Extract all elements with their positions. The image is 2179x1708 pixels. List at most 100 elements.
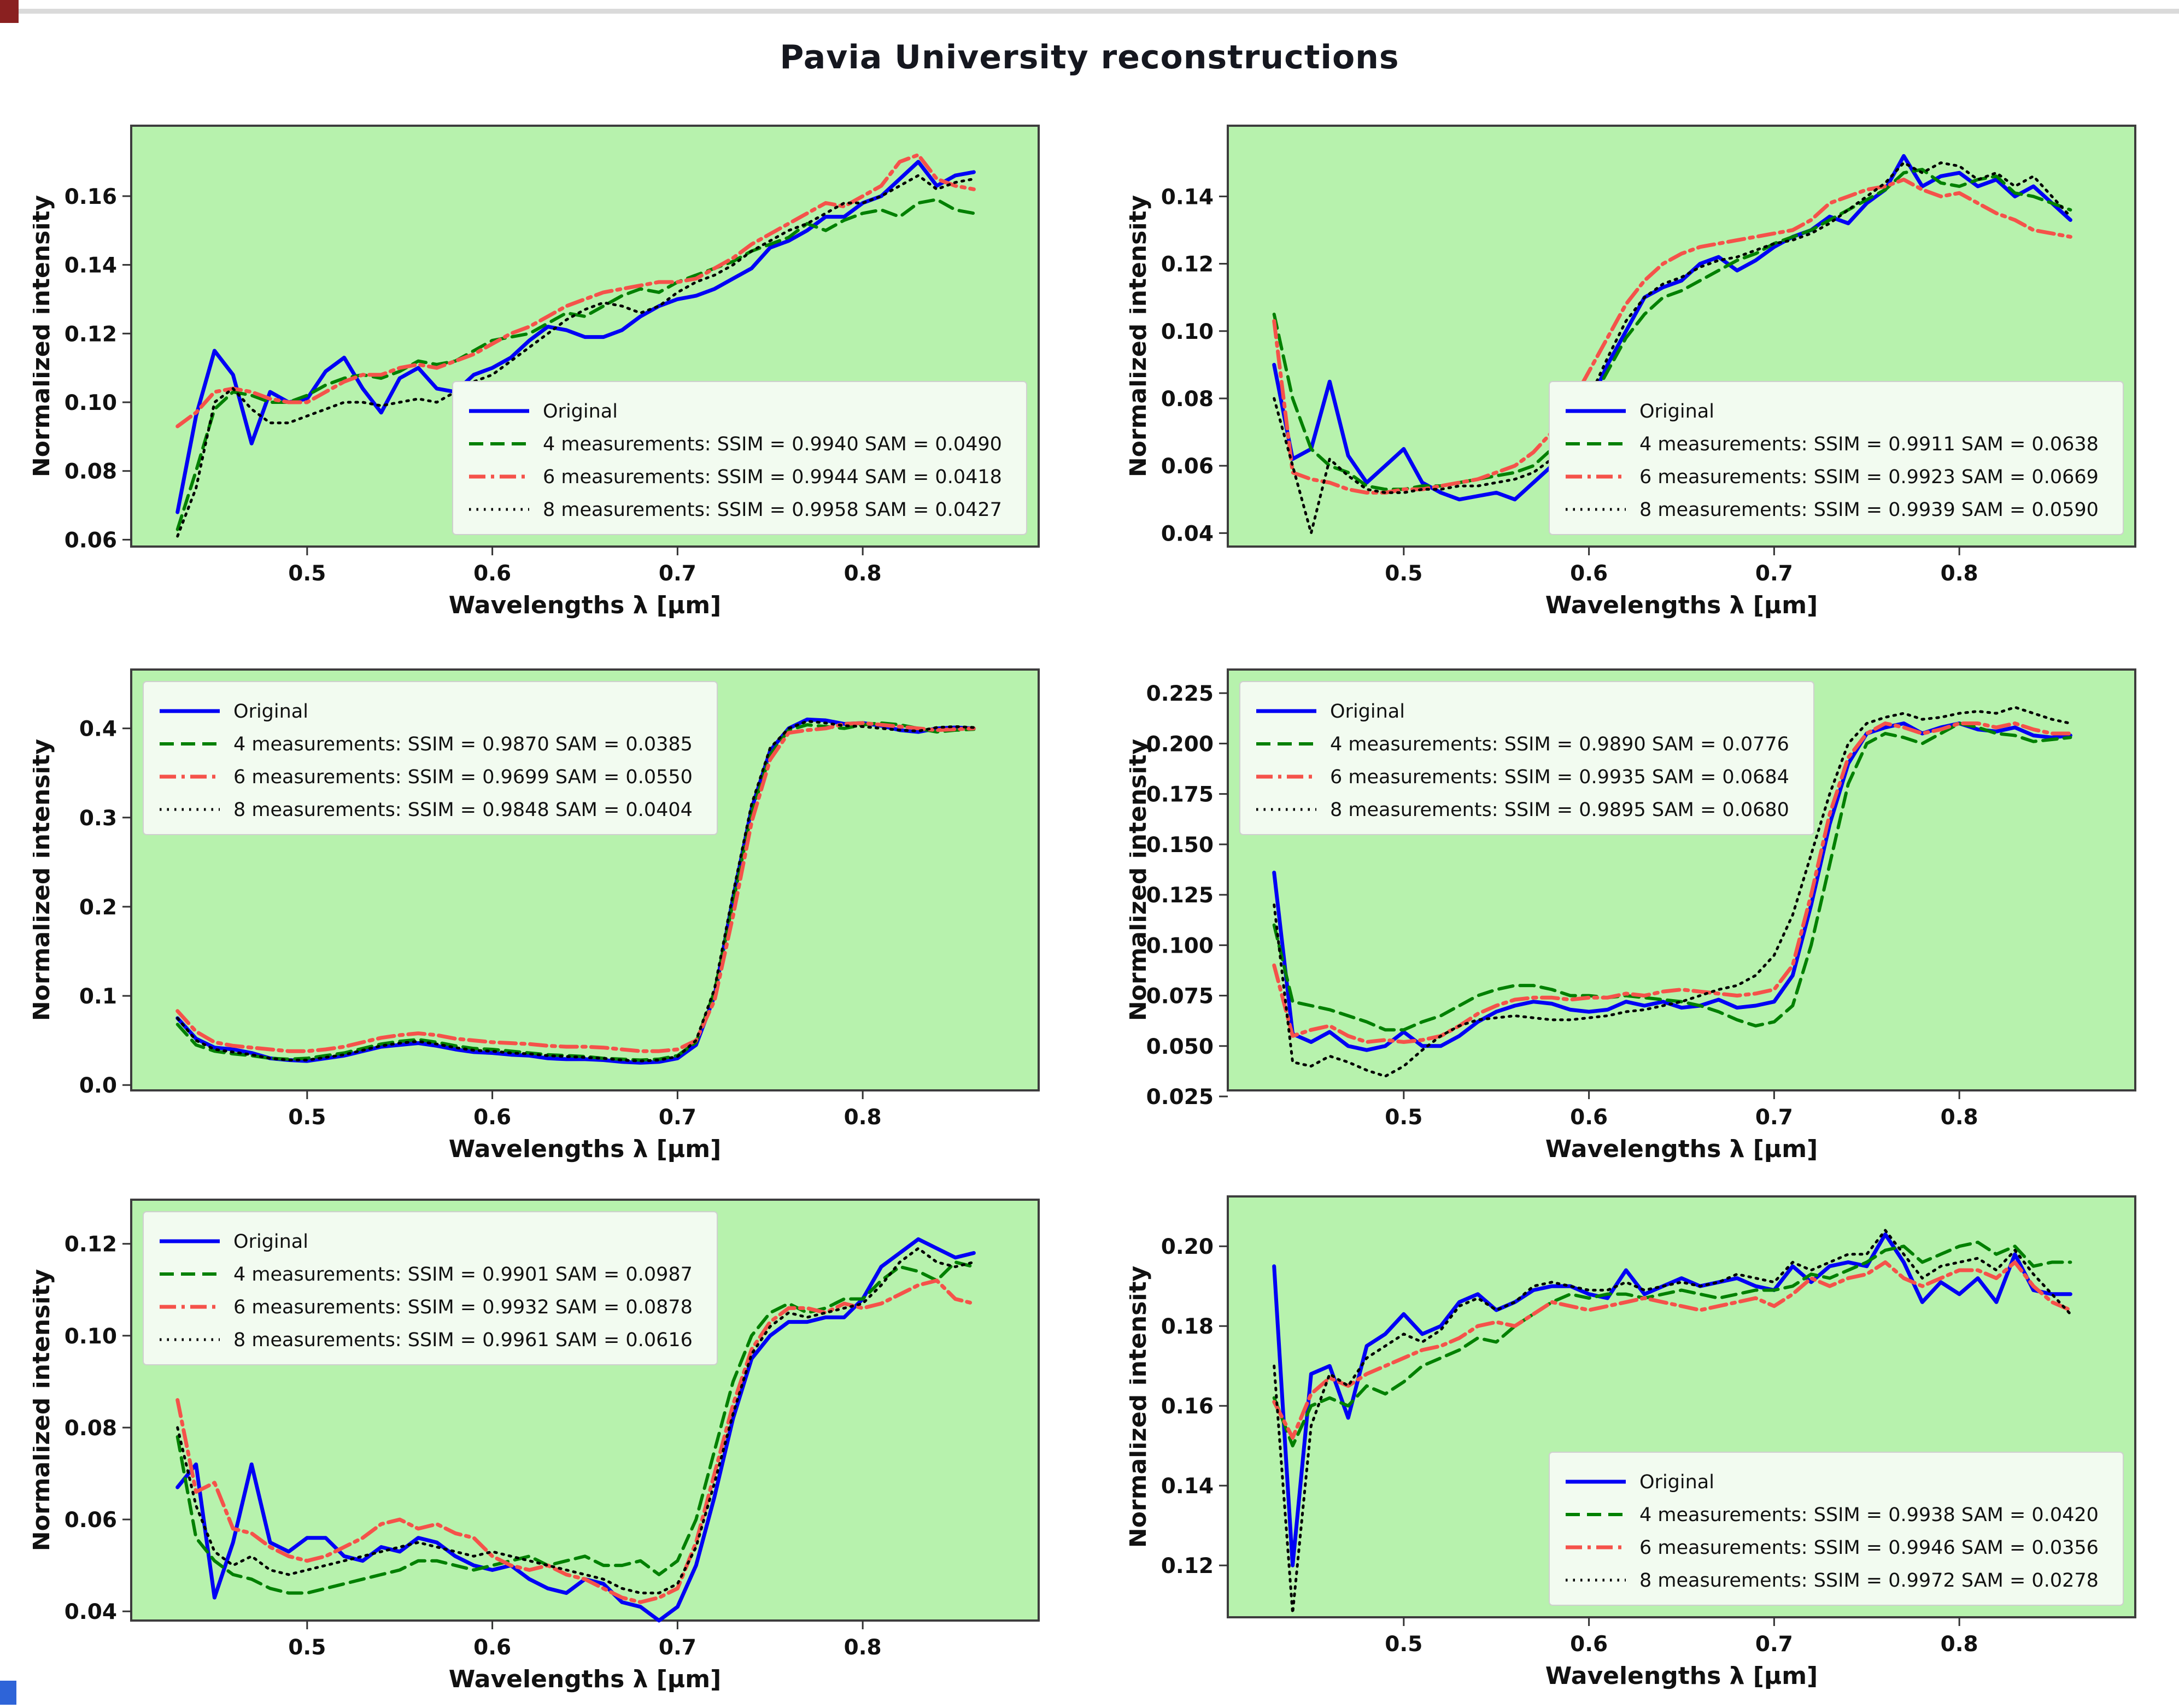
legend-entry: Original [233,1231,308,1253]
y-tick-label: 0.06 [65,528,117,553]
y-tick-label: 0.150 [1146,833,1214,858]
series-line [1273,161,2072,535]
series-line [175,160,976,514]
legend-entry: Original [543,401,618,422]
series-line [175,152,976,429]
series-line [1272,721,2072,1032]
legend-entry: Original [1330,701,1405,723]
legend-entry: 8 measurements: SSIM = 0.9895 SAM = 0.06… [1330,799,1789,821]
legend-entry: 4 measurements: SSIM = 0.9870 SAM = 0.03… [233,733,693,755]
x-axis-label: Wavelengths λ [μm] [449,1135,721,1163]
x-tick-label: 0.5 [288,561,326,586]
x-tick-label: 0.8 [844,1635,882,1660]
y-tick-label: 0.025 [1146,1085,1214,1110]
series-line [1272,721,2072,1044]
legend-entry: 8 measurements: SSIM = 0.9958 SAM = 0.04… [543,499,1002,521]
series-line [175,1278,976,1604]
x-axis-label: Wavelengths λ [μm] [449,1665,721,1693]
y-tick-label: 0.08 [1161,387,1214,412]
y-tick-label: 0.10 [65,391,117,415]
legend-box [143,681,718,835]
y-tick-label: 0.16 [1161,1394,1214,1419]
x-axis-label: Wavelengths λ [μm] [1545,1135,1818,1163]
y-tick-label: 0.14 [65,254,117,278]
series-line [175,198,976,531]
y-tick-label: 0.06 [65,1508,117,1533]
legend-entry: 4 measurements: SSIM = 0.9890 SAM = 0.07… [1330,733,1789,755]
y-tick-label: 0.200 [1146,732,1214,756]
y-tick-label: 0.18 [1161,1314,1214,1339]
subplot-bottom-right-canvas: 0.5 0.6 0.7 0.8 0.12 0.14 0.16 0.18 0.20 Waveleng… [1129,1195,2136,1690]
series-line [1273,1229,2072,1615]
legend-entry: 4 measurements: SSIM = 0.9938 SAM = 0.04… [1639,1504,2099,1526]
x-tick-label: 0.6 [1570,561,1608,586]
series-line [176,174,975,538]
y-tick-label: 0.050 [1146,1035,1214,1059]
x-tick-label: 0.6 [473,561,511,586]
y-tick-label: 0.04 [1161,521,1214,546]
subplot-middle-right-canvas: 0.5 0.6 0.7 0.8 0.025 0.050 0.075 0.100 0.125 0.1… [1129,668,2136,1163]
x-tick-label: 0.5 [1385,1632,1422,1657]
legend-entry: 8 measurements: SSIM = 0.9939 SAM = 0.05… [1639,499,2099,521]
legend-entry: 6 measurements: SSIM = 0.9923 SAM = 0.06… [1639,466,2099,488]
x-tick-label: 0.7 [1755,1632,1793,1657]
subplot-top-right-canvas: 0.5 0.6 0.7 0.8 0.04 0.06 0.08 0.10 0.12 0.14 Wave… [1129,125,2136,619]
y-tick-label: 0.175 [1146,783,1214,807]
x-tick-label: 0.7 [1755,1105,1793,1130]
legend-entry: 6 measurements: SSIM = 0.9699 SAM = 0.05… [233,766,693,788]
screen-artifact-bottom-left [0,1681,16,1705]
x-tick-label: 0.7 [659,1105,696,1130]
y-tick-label: 0.12 [65,1232,117,1257]
series-line [1272,1240,2072,1448]
y-tick-label: 0.1 [79,984,117,1009]
y-tick-label: 0.10 [65,1324,117,1349]
y-tick-label: 0.225 [1146,682,1214,706]
y-axis-label: Normalized intensity [1129,739,1152,1021]
x-tick-label: 0.8 [844,1105,882,1130]
legend-entry: 8 measurements: SSIM = 0.9961 SAM = 0.06… [233,1329,693,1351]
x-tick-label: 0.8 [1941,561,1978,586]
series-line [175,1237,976,1623]
legend-entry: Original [233,701,308,723]
y-tick-label: 0.08 [65,1416,117,1441]
series-line [175,1260,976,1595]
series-line [1273,706,2072,1078]
y-axis-label: Normalized intensity [33,195,55,477]
subplot-middle-left: 0.5 0.6 0.7 0.8 0.0 0.1 0.2 0.3 0.4 Wavelengths λ… [33,653,1050,1178]
series-line [1272,154,2072,502]
x-tick-label: 0.7 [659,1635,696,1660]
window-top-rule [0,9,2179,14]
legend-box [1239,681,1814,835]
y-tick-label: 0.06 [1161,454,1214,479]
legend-entry: 6 measurements: SSIM = 0.9935 SAM = 0.06… [1330,766,1789,788]
x-tick-label: 0.5 [1385,1105,1422,1130]
x-axis-label: Wavelengths λ [μm] [1545,1662,1818,1690]
y-tick-label: 0.14 [1161,1474,1214,1499]
y-axis-label: Normalized intensity [1129,1266,1152,1548]
figure-title: Pavia University reconstructions [780,38,1399,77]
series-line [1272,1260,2072,1440]
subplot-middle-left-canvas: 0.5 0.6 0.7 0.8 0.0 0.1 0.2 0.3 0.4 Wavelengths λ… [33,668,1040,1163]
series-line [176,720,975,1063]
x-tick-label: 0.6 [473,1105,511,1130]
subplot-top-left-canvas: 0.5 0.6 0.7 0.8 0.06 0.08 0.10 0.12 0.14 0.16 Wave… [33,125,1040,619]
x-tick-label: 0.8 [844,561,882,586]
legend-entry: Original [1639,401,1714,422]
x-tick-label: 0.8 [1941,1105,1978,1130]
legend-entry: 6 measurements: SSIM = 0.9944 SAM = 0.04… [543,466,1002,488]
y-tick-label: 0.12 [1161,253,1214,277]
y-tick-label: 0.10 [1161,320,1214,344]
subplot-top-left: 0.5 0.6 0.7 0.8 0.06 0.08 0.10 0.12 0.14 0.16 Wave… [33,109,1050,634]
series-line [1272,1232,2072,1568]
legend-entry: Original [1639,1471,1714,1493]
x-axis-label: Wavelengths λ [μm] [1545,591,1818,619]
x-tick-label: 0.6 [1570,1632,1608,1657]
legend-entry: 8 measurements: SSIM = 0.9848 SAM = 0.04… [233,799,693,821]
subplot-bottom-left: 0.5 0.6 0.7 0.8 0.04 0.06 0.08 0.10 0.12 Waveleng… [33,1183,1050,1708]
x-tick-label: 0.6 [473,1635,511,1660]
x-tick-label: 0.7 [659,561,696,586]
y-tick-label: 0.14 [1161,185,1214,209]
legend-box [143,1211,718,1365]
y-tick-label: 0.4 [79,717,117,742]
